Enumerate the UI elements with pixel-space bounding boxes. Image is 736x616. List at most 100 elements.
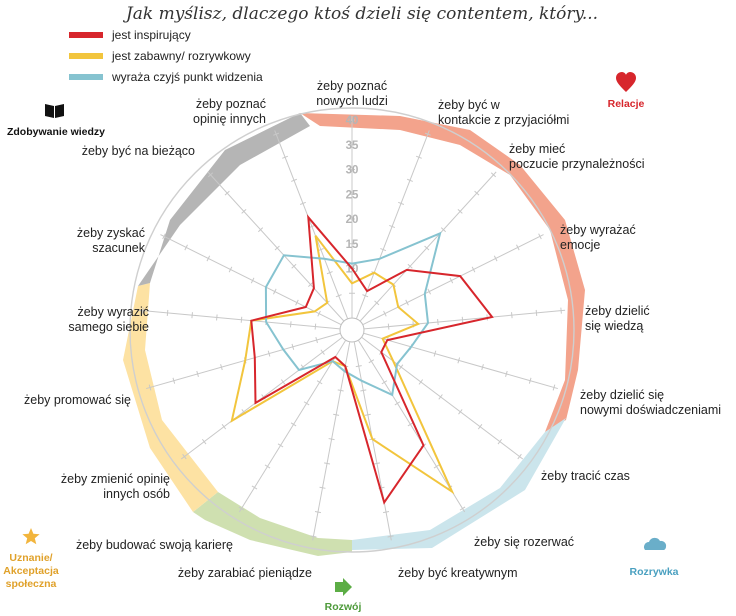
axis-line: [274, 130, 349, 319]
legend-swatch-opinion: [69, 74, 103, 80]
axis-tick-mark: [477, 424, 483, 430]
axis-tick-mark: [290, 422, 297, 427]
axis-tick-mark: [182, 453, 187, 460]
group-label-zdobywanie: Zdobywanie wiedzy: [7, 126, 105, 138]
axis-tick-mark: [505, 370, 508, 377]
axis-tick-mark: [142, 307, 144, 314]
axis-tick-mark: [552, 384, 556, 391]
category-label: żeby poznać opinię innych: [193, 97, 266, 126]
axis-tick-mark: [433, 350, 437, 357]
axis-tick-mark: [328, 438, 335, 441]
axis-tick-mark: [314, 511, 322, 514]
outer-circle: [129, 107, 575, 553]
group-band-rozrywka: [352, 418, 566, 550]
radial-axes: [138, 116, 566, 541]
cloud-icon: [643, 537, 667, 550]
axis-tick-mark: [280, 379, 286, 385]
axis-tick-mark: [382, 511, 390, 514]
category-label: żeby dzielić się nowymi doświadczeniami: [580, 388, 721, 417]
axis-tick-mark: [172, 377, 176, 384]
axis-tick-mark: [364, 413, 371, 416]
radial-tick-label: 30: [346, 165, 359, 177]
axis-tick-mark: [319, 486, 326, 489]
category-label: żeby zarabiać pieniądze: [178, 566, 312, 580]
axis-tick-mark: [418, 379, 424, 385]
axis-tick-mark: [517, 453, 522, 460]
axis-tick-mark: [394, 401, 401, 406]
axis-tick-mark: [282, 155, 289, 159]
category-label: żeby zyskać szacunek: [77, 226, 146, 255]
category-label: żeby dzielić się wiedzą: [585, 304, 650, 333]
category-label: żeby być kreatywnym: [398, 566, 517, 580]
axis-tick-mark: [162, 233, 166, 240]
axis-tick-mark: [250, 277, 255, 284]
axis-tick-mark: [497, 438, 503, 445]
axis-tick-mark: [407, 178, 413, 182]
axis-line: [138, 309, 341, 330]
book-icon: [45, 104, 64, 118]
axis-line: [146, 332, 341, 390]
axis-line: [160, 234, 342, 326]
axis-line: [238, 339, 347, 513]
axis-tick-mark: [326, 271, 333, 275]
series-1-line: [250, 214, 494, 505]
axis-tick-mark: [458, 409, 463, 415]
axis-tick-mark: [251, 485, 258, 490]
axis-tick-mark: [373, 462, 380, 465]
axis-tick-mark: [398, 201, 405, 205]
axis-tick-mark: [220, 364, 223, 371]
axis-tick-mark: [201, 438, 207, 445]
axis-tick-mark: [360, 389, 367, 392]
axis-tick-mark: [240, 316, 243, 323]
axis-tick-mark: [216, 314, 218, 321]
axis-tick-mark: [535, 309, 538, 316]
axis-tick-mark: [511, 312, 513, 319]
axis-tick-mark: [241, 208, 247, 214]
axis-tick-mark: [257, 227, 264, 233]
inner-circle: [339, 317, 365, 343]
axis-tick-mark: [438, 394, 443, 400]
category-label: żeby być w kontakcie z przyjaciółmi: [438, 98, 569, 127]
axis-tick-mark: [427, 288, 431, 295]
axis-tick-mark: [407, 263, 413, 269]
axis-tick-mark: [184, 244, 188, 251]
group-band-uznanie: [123, 283, 218, 512]
axis-tick-mark: [374, 300, 380, 306]
axis-tick-mark: [299, 201, 306, 205]
heart-icon: [616, 72, 636, 92]
axis-line: [362, 234, 544, 326]
star-icon: [22, 528, 40, 545]
axis-line: [312, 341, 351, 541]
category-label: żeby wyrażać emocje: [560, 223, 636, 252]
group-label-relacje: Relacje: [608, 98, 645, 110]
axis-tick-mark: [295, 299, 299, 306]
series-2-line: [230, 235, 455, 495]
axis-tick-mark: [389, 224, 396, 229]
radial-tick-label: 35: [346, 140, 359, 152]
radial-tick-label: 40: [346, 115, 359, 127]
axis-tick-mark: [291, 263, 297, 269]
category-label: żeby wyrazić samego siebie: [68, 305, 149, 334]
axis-tick-mark: [490, 172, 497, 178]
axis-tick-mark: [291, 178, 297, 182]
axis-line: [361, 336, 524, 460]
axis-tick-mark: [148, 384, 152, 391]
axis-tick-mark: [335, 294, 342, 298]
axis-tick-mark: [303, 401, 310, 406]
axis-tick-mark: [274, 245, 280, 251]
axis-tick-mark: [362, 294, 369, 298]
axis-line: [353, 341, 392, 541]
group-label-uznanie: Uznanie/Akceptacja społeczna: [3, 552, 59, 590]
axis-tick-mark: [471, 266, 476, 273]
axis-line: [180, 336, 343, 460]
axis-tick-mark: [308, 282, 314, 287]
axis-tick-mark: [166, 309, 169, 316]
axis-tick-mark: [277, 443, 284, 448]
axis-tick-mark: [437, 319, 439, 326]
axis-tick-mark: [314, 323, 317, 330]
legend-label-opinion: wyraża czyjś punkt widzenia: [111, 70, 263, 84]
chart-title: Jak myślisz, dlaczego ktoś dzieli się co…: [123, 4, 598, 24]
axis-tick-mark: [481, 364, 484, 371]
legend-swatch-inspiring: [69, 32, 103, 38]
